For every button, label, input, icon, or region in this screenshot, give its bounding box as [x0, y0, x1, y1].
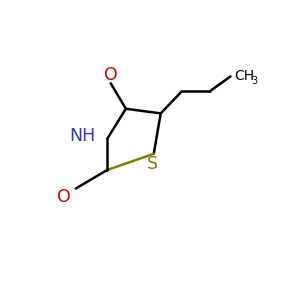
Text: 3: 3 [251, 76, 257, 85]
Text: S: S [147, 155, 158, 173]
Text: O: O [57, 188, 71, 206]
Text: CH: CH [234, 69, 254, 83]
Text: O: O [104, 66, 118, 84]
Text: NH: NH [70, 128, 96, 146]
